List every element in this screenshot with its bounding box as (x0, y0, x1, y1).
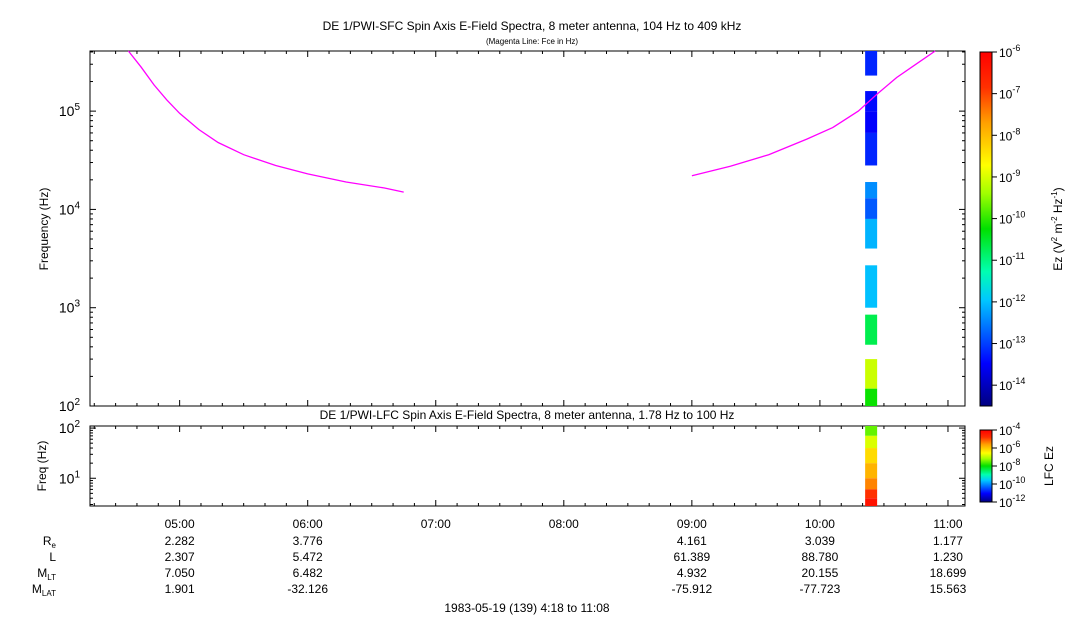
ephemeris-value: 4.932 (677, 566, 707, 580)
ephemeris-value: 15.563 (930, 582, 967, 596)
fce-segment-2 (691, 50, 936, 177)
top-y-axis-label: Frequency (Hz) (37, 188, 51, 271)
time-tick-label: 09:00 (677, 517, 707, 531)
time-tick-label: 08:00 (549, 517, 579, 531)
top-colorbar-label: Ez (V2 m-2 Hz-1) (1050, 187, 1065, 270)
spectra-block-4 (865, 478, 878, 490)
colorbar-tick-label: 10-6 (999, 439, 1020, 456)
ephemeris-value: 61.389 (674, 550, 711, 564)
ephemeris-value: 7.050 (165, 566, 195, 580)
ephemeris-table: Re 2.282 3.776 4.161 3.039 1.177 L 2.307 5.472 61… (32, 534, 967, 598)
top-panel-title: DE 1/PWI-SFC Spin Axis E-Field Spectra, … (323, 19, 742, 33)
spectra-block-5 (865, 489, 878, 499)
ephemeris-value: 6.482 (293, 566, 323, 580)
colorbar-tick-label: 10-9 (999, 168, 1020, 185)
fce-magenta-line (127, 50, 936, 193)
ephemeris-value: 20.155 (802, 566, 839, 580)
spectra-block-3 (865, 132, 878, 166)
colorbar-tick-label: 10-7 (999, 85, 1020, 102)
time-tick-label: 11:00 (933, 517, 962, 531)
ephemeris-value: 3.039 (805, 534, 835, 548)
colorbar-tick-label: 10-10 (999, 210, 1025, 227)
bottom-plot-frame (89, 425, 966, 507)
colorbar-tick-label: 10-10 (999, 475, 1025, 492)
ephemeris-value: 88.780 (802, 550, 839, 564)
top-colorbar-ticks: 10-6 10-7 10-8 10-9 10-10 10-11 10-12 10-13 10-1… (992, 43, 1025, 393)
spectra-block-10 (865, 388, 878, 406)
y-tick-label: 104 (59, 200, 81, 217)
ephemeris-row-label: L (49, 550, 56, 564)
ephemeris-value: 1.177 (933, 534, 963, 548)
ephemeris-value: 2.307 (165, 550, 195, 564)
spectra-block-1 (865, 91, 878, 112)
top-colorbar (979, 51, 993, 407)
time-tick-label: 05:00 (165, 517, 195, 531)
colorbar-tick-label: 10-6 (999, 43, 1020, 60)
ephemeris-value: 1.901 (165, 582, 195, 596)
colorbar-tick-label: 10-4 (999, 421, 1020, 438)
spectra-block-2 (865, 448, 878, 464)
spectra-block-9 (865, 359, 878, 389)
y-tick-label: 105 (59, 102, 81, 119)
time-tick-label: 10:00 (805, 517, 835, 531)
y-tick-label: 103 (59, 299, 81, 316)
colorbar-tick-label: 10-14 (999, 376, 1025, 393)
colorbar-tick-label: 10-8 (999, 457, 1020, 474)
spectra-block-0 (865, 51, 878, 76)
spectra-block-6 (865, 498, 878, 506)
ephemeris-value: -75.912 (672, 582, 713, 596)
ephemeris-value: 3.776 (293, 534, 323, 548)
spectra-block-7 (865, 265, 878, 308)
top-panel-subtitle: (Magenta Line: Fce in Hz) (486, 37, 578, 46)
colorbar-tick-label: 10-13 (999, 335, 1025, 352)
ephemeris-value: 18.699 (930, 566, 967, 580)
colorbar-tick-label: 10-11 (999, 251, 1025, 268)
spectra-block-0 (865, 426, 878, 436)
top-y-axis: 102 103 104 105 (59, 51, 965, 414)
ephemeris-value: -32.126 (287, 582, 328, 596)
bottom-panel-title: DE 1/PWI-LFC Spin Axis E-Field Spectra, … (320, 408, 735, 422)
time-axis: 05:00 06:00 07:00 08:00 09:00 10:00 11:00 (93, 51, 963, 531)
y-tick-label: 101 (59, 469, 81, 486)
top-spectra-column (865, 51, 878, 406)
spectra-block-3 (865, 463, 878, 479)
colorbar-tick-label: 10-8 (999, 126, 1020, 143)
bottom-y-axis-label: Freq (Hz) (35, 441, 49, 492)
y-tick-label: 102 (59, 419, 81, 436)
ephemeris-value: 4.161 (677, 534, 707, 548)
spectra-block-1 (865, 435, 878, 449)
ephemeris-value: 1.230 (933, 550, 963, 564)
spectra-block-6 (865, 218, 878, 249)
y-tick-label: 102 (59, 397, 81, 414)
ephemeris-value: -77.723 (800, 582, 841, 596)
ephemeris-row-label: Re (43, 534, 57, 550)
ephemeris-value: 2.282 (165, 534, 195, 548)
spectra-block-8 (865, 314, 878, 345)
ephemeris-value: 5.472 (293, 550, 323, 564)
bottom-spectra-column (865, 426, 878, 506)
spectra-block-4 (865, 182, 878, 199)
time-tick-label: 06:00 (293, 517, 323, 531)
fce-segment-1 (127, 50, 404, 193)
bottom-colorbar-label: LFC Ez (1042, 446, 1056, 486)
colorbar-tick-label: 10-12 (999, 293, 1025, 310)
ephemeris-row-label: MLAT (32, 582, 56, 598)
bottom-y-axis: 101 102 (59, 419, 965, 505)
bottom-colorbar (979, 429, 993, 503)
spectra-block-2 (865, 111, 878, 133)
time-range-footer: 1983-05-19 (139) 4:18 to 11:08 (444, 601, 610, 615)
top-plot-frame (89, 50, 966, 407)
spectra-block-5 (865, 198, 878, 219)
time-tick-label: 07:00 (421, 517, 451, 531)
colorbar-tick-label: 10-12 (999, 493, 1025, 510)
ephemeris-row-label: MLT (37, 566, 56, 582)
